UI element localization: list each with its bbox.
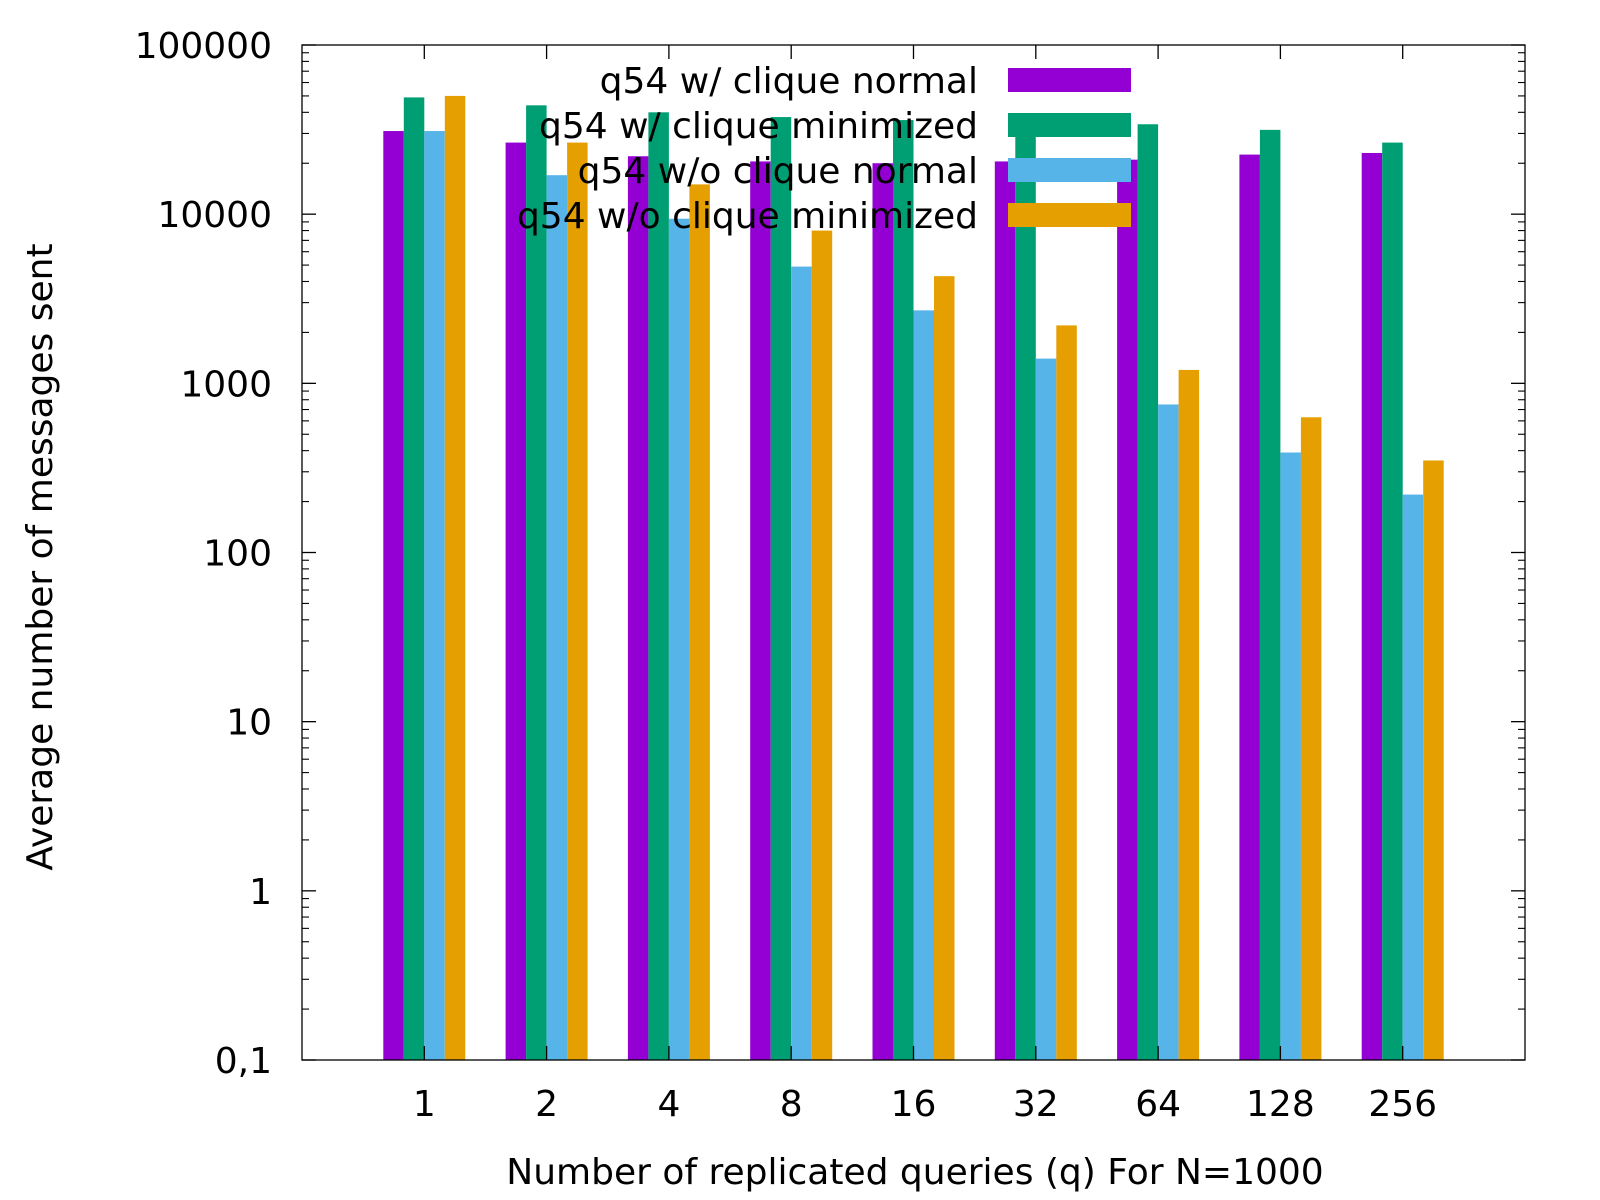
bar-3-q32 xyxy=(1035,358,1057,1060)
legend-label-1: q54 w/ clique normal xyxy=(600,61,978,102)
bar-1-q32 xyxy=(994,161,1016,1060)
bar-3-q64 xyxy=(1158,404,1179,1061)
bar-2-q4 xyxy=(648,112,669,1060)
bar-1-q1 xyxy=(383,131,404,1061)
y-tick-label: 1000 xyxy=(180,364,272,405)
y-tick-label: 10 xyxy=(226,703,272,744)
bar-2-q32 xyxy=(1015,121,1036,1061)
bar-3-q128 xyxy=(1280,452,1301,1060)
x-axis-title: Number of replicated queries (q) For N=1… xyxy=(506,1152,1323,1193)
y-tick-label: 100000 xyxy=(135,26,272,67)
y-tick-label: 0,1 xyxy=(215,1041,272,1082)
bar-1-q128 xyxy=(1239,154,1260,1061)
bar-1-q2 xyxy=(505,142,527,1060)
bar-1-q64 xyxy=(1117,159,1138,1060)
x-tick-label: 8 xyxy=(780,1084,803,1125)
bar-1-q4 xyxy=(627,156,649,1061)
bar-3-q1 xyxy=(424,131,445,1061)
x-tick-label: 4 xyxy=(657,1084,680,1125)
bar-3-q8 xyxy=(791,266,812,1061)
x-tick-label: 16 xyxy=(891,1084,937,1125)
x-tick-label: 1 xyxy=(413,1084,436,1125)
bar-2-q256 xyxy=(1382,142,1403,1060)
bar-4-q64 xyxy=(1178,369,1200,1060)
bar-1-q8 xyxy=(750,161,771,1060)
bar-3-q256 xyxy=(1402,494,1424,1060)
bar-3-q16 xyxy=(913,310,934,1060)
x-tick-label: 128 xyxy=(1246,1084,1315,1125)
x-tick-label: 2 xyxy=(535,1084,558,1125)
bar-4-q4 xyxy=(689,184,710,1060)
bar-4-q8 xyxy=(811,230,833,1060)
x-tick-label: 256 xyxy=(1368,1084,1437,1125)
bar-2-q8 xyxy=(770,117,792,1060)
bar-1-q16 xyxy=(872,163,893,1061)
bars-layer xyxy=(383,95,1444,1061)
bar-4-q2 xyxy=(567,142,588,1060)
legend-label-3: q54 w/o clique normal xyxy=(578,151,978,192)
y-tick-label: 10000 xyxy=(157,195,272,236)
legend-swatch-1 xyxy=(1008,68,1131,92)
y-tick-labels: 100000 10000 1000 100 10 1 0,1 xyxy=(135,26,272,1082)
bar-3-q4 xyxy=(668,218,690,1060)
bar-3-q2 xyxy=(546,175,568,1060)
x-tick-label: 32 xyxy=(1013,1084,1059,1125)
bar-2-q16 xyxy=(893,120,914,1060)
y-tick-label: 100 xyxy=(203,534,272,575)
bar-4-q1 xyxy=(444,95,466,1061)
bar-4-q256 xyxy=(1423,460,1444,1061)
bar-1-q256 xyxy=(1361,152,1383,1061)
bar-2-q128 xyxy=(1259,129,1281,1060)
legend-swatch-2 xyxy=(1008,113,1131,137)
y-tick-label: 1 xyxy=(249,872,272,913)
x-tick-labels: 1 2 4 8 16 32 64 128 256 xyxy=(413,1084,1437,1125)
legend-label-4: q54 w/o clique minimized xyxy=(517,196,978,237)
legend-label-2: q54 w/ clique minimized xyxy=(539,106,978,147)
legend-swatch-3 xyxy=(1008,158,1131,182)
bar-4-q16 xyxy=(934,276,955,1060)
legend-swatch-4 xyxy=(1008,203,1131,227)
bar-2-q64 xyxy=(1137,124,1159,1060)
bar-4-q32 xyxy=(1056,325,1077,1060)
bar-2-q1 xyxy=(403,97,425,1060)
bar-4-q128 xyxy=(1300,417,1322,1060)
axis-ticks xyxy=(302,44,1525,1061)
y-axis-title: Average number of messages sent xyxy=(20,243,61,870)
x-tick-label: 64 xyxy=(1135,1084,1181,1125)
bar-2-q2 xyxy=(526,105,547,1060)
